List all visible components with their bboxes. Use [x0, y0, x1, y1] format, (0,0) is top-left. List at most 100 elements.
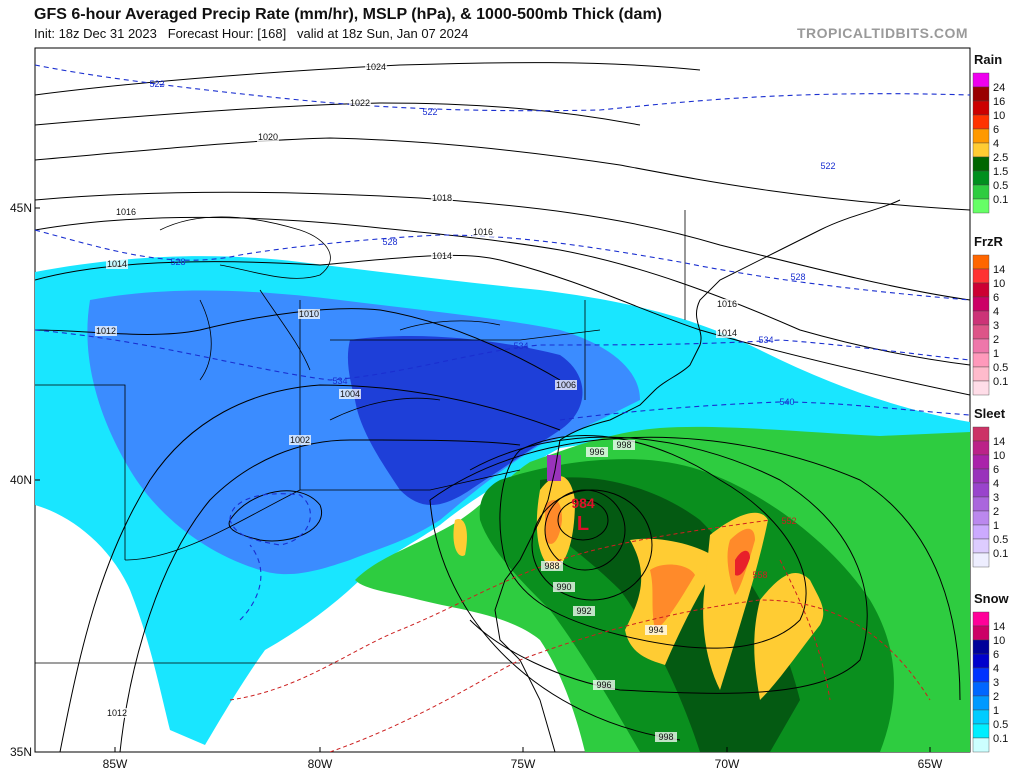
map-subtitle: Init: 18z Dec 31 2023 Forecast Hour: [16…	[34, 26, 468, 41]
legend-title: Sleet	[974, 406, 1006, 421]
legend-swatch	[972, 454, 990, 470]
legend-level: 4	[993, 663, 999, 675]
legend-level: 14	[993, 621, 1005, 633]
thickness-label: 528	[382, 237, 397, 247]
legend-level: 2	[993, 691, 999, 703]
legend-swatch	[972, 352, 990, 368]
legend-level: 10	[993, 450, 1005, 462]
thickness-label: 528	[170, 257, 185, 267]
legend-level: 0.5	[993, 534, 1008, 546]
sleet-spot	[547, 455, 561, 481]
isobar-label: 1024	[366, 62, 386, 72]
legend-level: 6	[993, 464, 999, 476]
isobar-label: 1012	[107, 708, 127, 718]
isobar-label: 994	[648, 625, 663, 635]
thickness-label: 528	[790, 272, 805, 282]
isobar-label-bg	[613, 440, 635, 450]
low-pressure: 984	[571, 495, 595, 511]
legend-title: Rain	[974, 52, 1002, 67]
longitude-label: 85W	[103, 757, 128, 771]
legend-swatch	[972, 538, 990, 554]
isobar-label: 1018	[432, 193, 452, 203]
legend-swatch	[972, 524, 990, 540]
isobar-label: 1016	[717, 299, 737, 309]
legend-swatch	[972, 296, 990, 312]
legend-level: 6	[993, 649, 999, 661]
legend-level: 10	[993, 635, 1005, 647]
isobar-label: 1022	[350, 98, 370, 108]
map-labels: 45N 40N 35N 85W 80W 75W 70W 65W 1024 1022 1020 1018…	[10, 62, 943, 771]
coastline	[494, 199, 901, 752]
legend-swatch	[972, 440, 990, 456]
isobar-label-bg	[115, 207, 137, 217]
rain-peak	[735, 550, 750, 576]
thickness-label: 558	[752, 570, 767, 580]
legend-level: 4	[993, 138, 999, 150]
isobar-label-bg	[106, 708, 128, 718]
rain-tongue	[703, 512, 768, 690]
snow-heavy	[347, 335, 583, 505]
legend-level: 1.5	[993, 166, 1008, 178]
legend-swatch	[972, 198, 990, 214]
legend-level: 3	[993, 677, 999, 689]
isobar-label-bg	[655, 732, 677, 742]
thickness-label: 534	[332, 376, 347, 386]
legend-swatch	[972, 366, 990, 382]
legend-level: 0.5	[993, 362, 1008, 374]
longitude-label: 75W	[511, 757, 536, 771]
legend-swatch	[972, 156, 990, 172]
legend-swatch	[972, 482, 990, 498]
legend-swatch	[972, 695, 990, 711]
isobar-label-bg	[365, 62, 387, 72]
isobar-label-bg	[716, 328, 738, 338]
isobar-label-bg	[716, 299, 738, 309]
latitude-label: 40N	[10, 473, 32, 487]
legend-level: 6	[993, 124, 999, 136]
legend-swatch	[972, 128, 990, 144]
legend-swatch	[972, 170, 990, 186]
legend-swatch	[972, 667, 990, 683]
isobar-label: 1010	[299, 309, 319, 319]
legend-level: 2	[993, 506, 999, 518]
thickness-label: 540	[779, 397, 794, 407]
legend-swatch	[972, 496, 990, 512]
isobar-label-bg	[593, 680, 615, 690]
legend-level: 4	[993, 306, 999, 318]
isobar-label-bg	[349, 98, 371, 108]
legend-swatch	[972, 552, 990, 568]
isobar-label-bg	[541, 561, 563, 571]
legend-swatch	[972, 114, 990, 130]
latitude-label: 35N	[10, 745, 32, 759]
legend-level: 4	[993, 478, 999, 490]
legend-level: 24	[993, 82, 1005, 94]
legend-swatch	[972, 653, 990, 669]
isobar-label: 998	[616, 440, 631, 450]
isobar-label-bg	[586, 447, 608, 457]
state-borders	[35, 210, 686, 664]
isobar-label: 1014	[107, 259, 127, 269]
legend-level: 2	[993, 334, 999, 346]
legend: Rain241610642.51.50.50.1FrzR1410643210.5…	[972, 52, 1010, 753]
isobar-label: 1016	[116, 207, 136, 217]
isobar-label-bg	[298, 309, 320, 319]
great-lakes	[159, 216, 501, 421]
isobar-label-bg	[573, 606, 595, 616]
isobar-label: 990	[556, 582, 571, 592]
isobar-label: 988	[544, 561, 559, 571]
thickness-label: 522	[422, 107, 437, 117]
thickness-lines	[35, 64, 970, 621]
legend-level: 1	[993, 348, 999, 360]
legend-title: Snow	[974, 591, 1010, 606]
isobar-label: 1014	[717, 328, 737, 338]
legend-swatch	[972, 282, 990, 298]
legend-swatch	[972, 100, 990, 116]
isobar-label: 996	[596, 680, 611, 690]
legend-level: 0.1	[993, 548, 1008, 560]
legend-level: 0.1	[993, 376, 1008, 388]
legend-level: 14	[993, 436, 1005, 448]
legend-swatch	[972, 268, 990, 284]
isobar-label-bg	[553, 582, 575, 592]
legend-level: 2.5	[993, 152, 1008, 164]
legend-level: 3	[993, 320, 999, 332]
